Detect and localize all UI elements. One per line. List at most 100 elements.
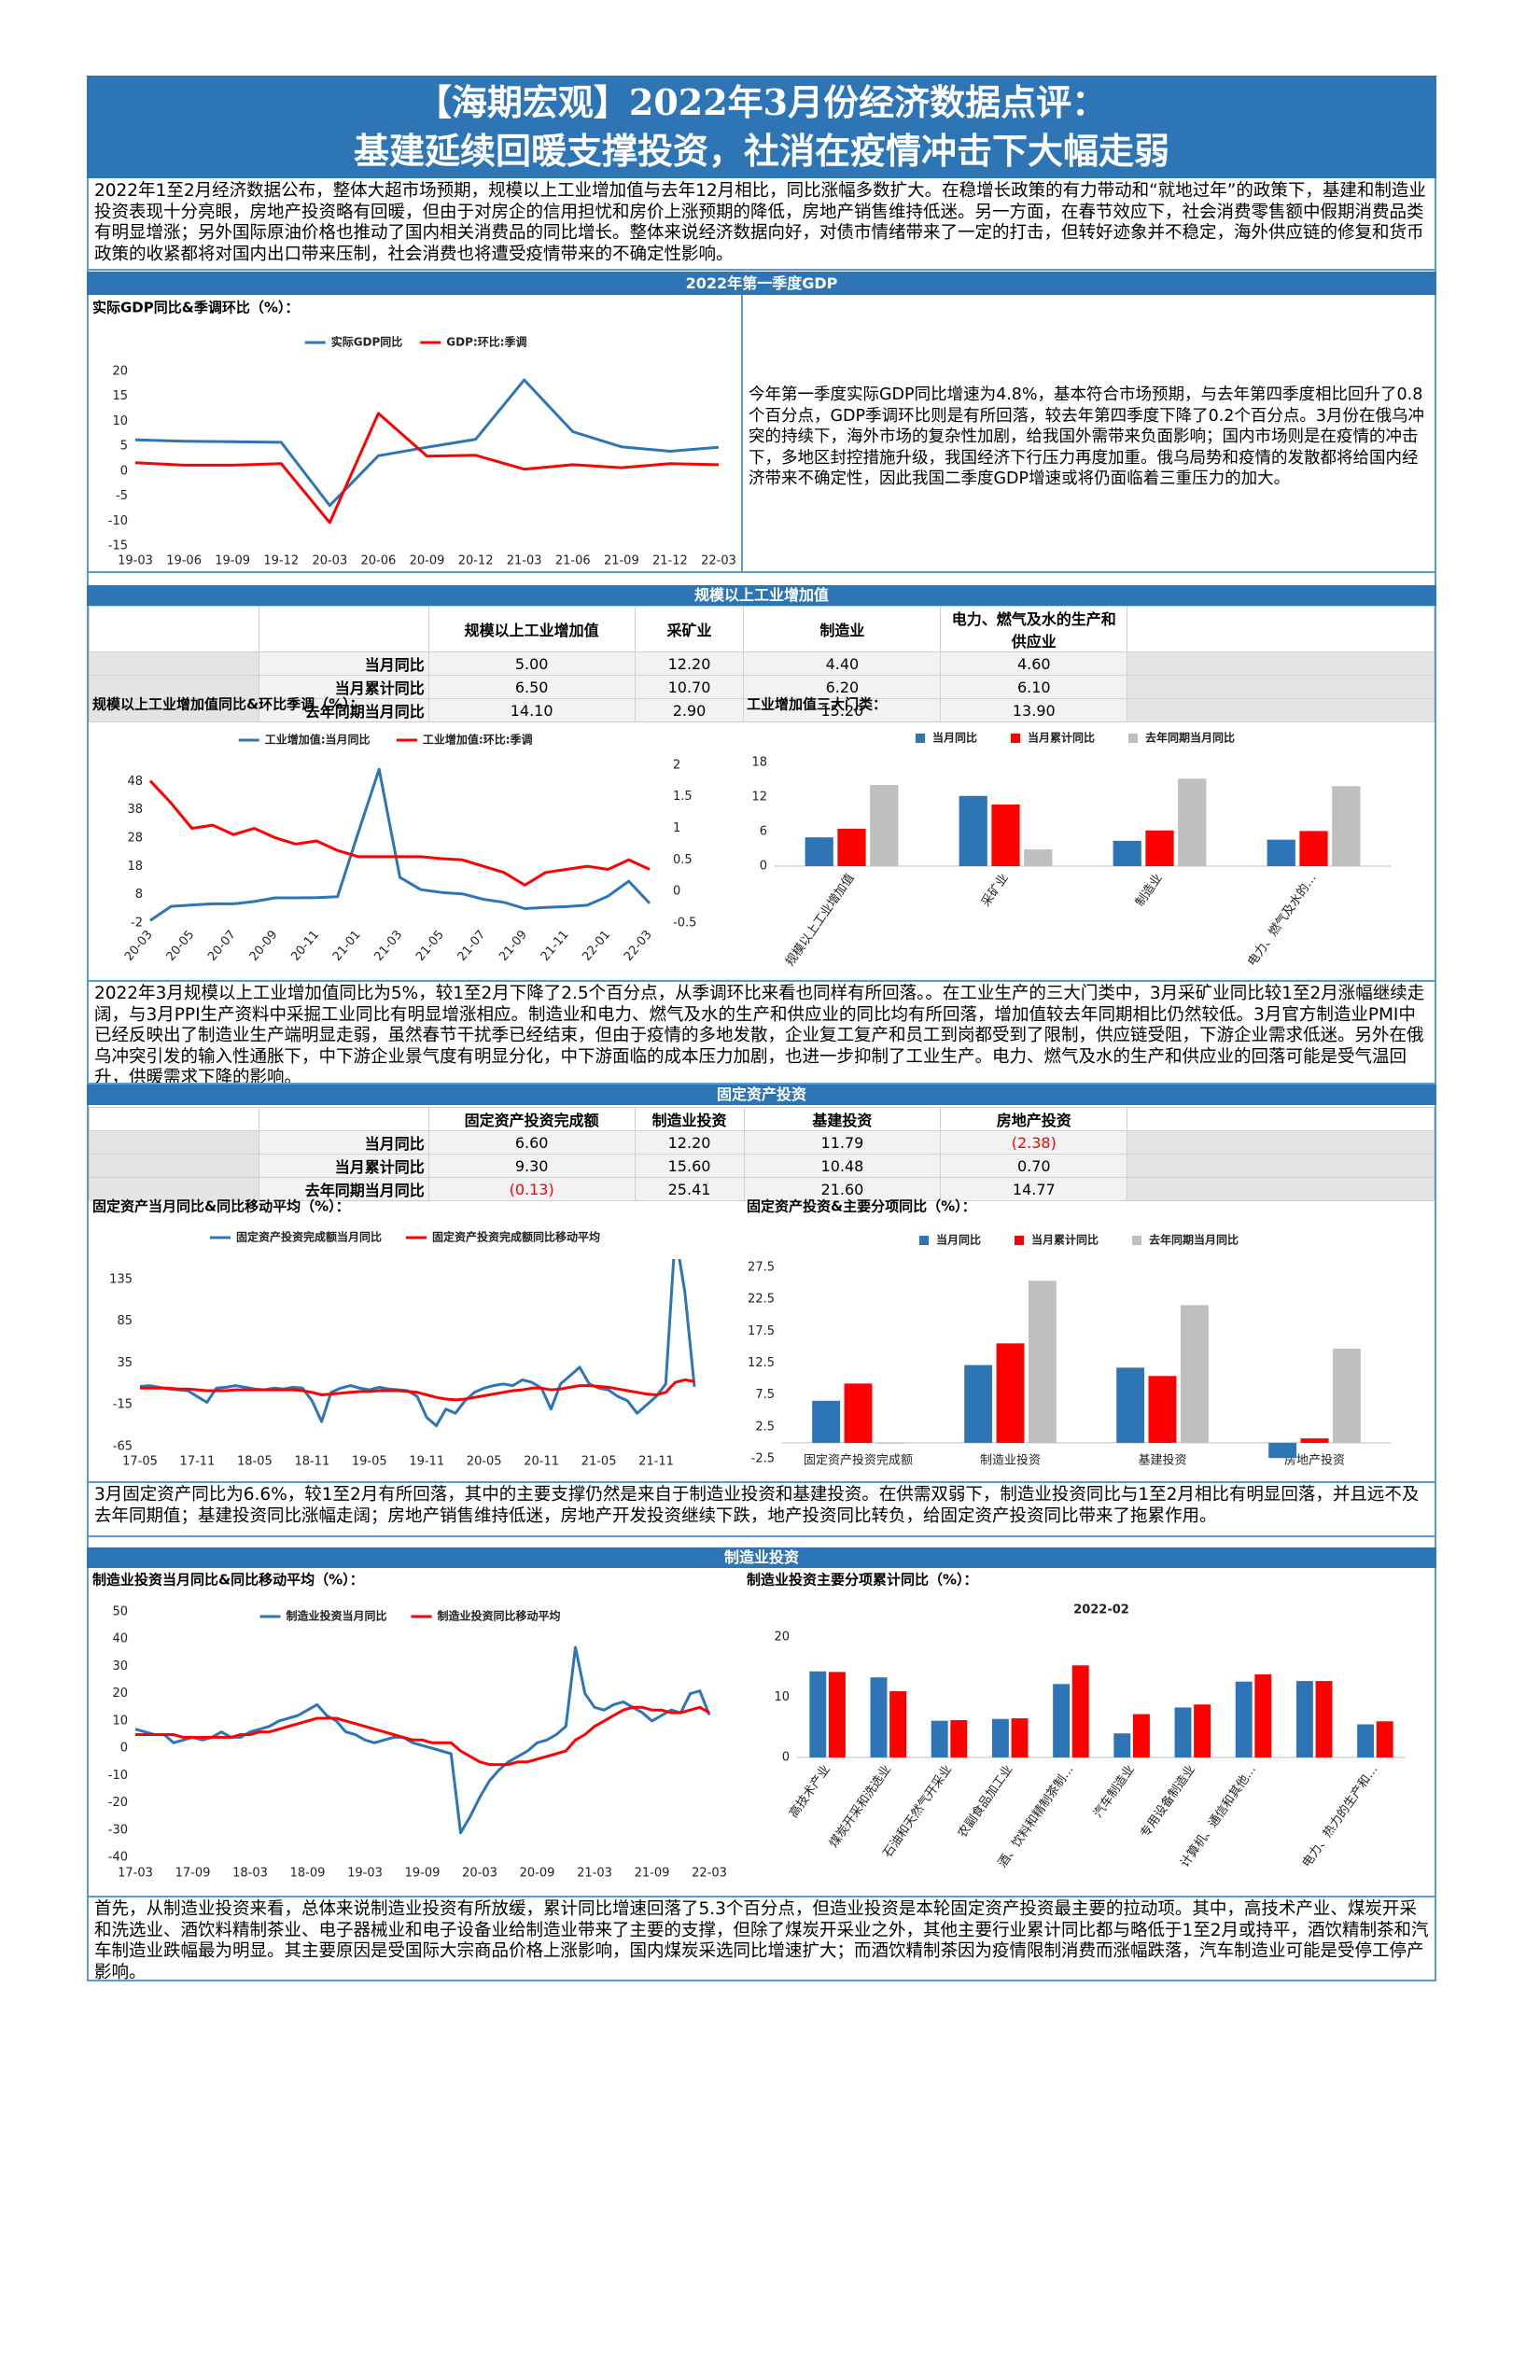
bar: [1254, 1673, 1272, 1757]
table-cell: 15.20: [743, 698, 942, 722]
x-tick-label: 20-06: [361, 554, 397, 568]
chart: 工业增加值三大门类： 0 6 12 18 规模以上工业增加值 采矿业 制造业 电力、燃气及水的……: [747, 696, 1391, 969]
bar: [931, 1720, 948, 1757]
legend-label: 当月同比: [936, 1233, 981, 1247]
bar: [1071, 1665, 1089, 1757]
bar: [1332, 786, 1361, 866]
column-header: 房地产投资: [940, 1107, 1128, 1131]
x-tick-label: 17-09: [175, 1867, 211, 1881]
y-tick-label: 10: [774, 1690, 790, 1704]
table-cell: 13.90: [940, 698, 1128, 722]
table-cell: 12.20: [634, 1130, 745, 1155]
y-tick-label: 17.5: [748, 1324, 775, 1338]
column-header: 采矿业: [634, 606, 745, 652]
y-tick-label: 20: [112, 365, 128, 379]
column-header: 基建投资: [743, 1107, 942, 1131]
y-tick-label: 8: [135, 888, 143, 902]
bar: [1357, 1724, 1375, 1757]
x-tick-label: 21-03: [507, 554, 542, 568]
y-tick-label: 2.5: [755, 1420, 775, 1434]
y-tick-label: 0: [120, 1742, 128, 1756]
lead-cell: [89, 1107, 259, 1131]
chart-subtitle: 2022-02: [1073, 1603, 1129, 1617]
legend-label: 制造业投资当月同比: [287, 1609, 387, 1623]
x-tick-label: 21-09: [497, 928, 530, 964]
x-tick-label: 专用设备制造业: [1138, 1762, 1198, 1841]
chart-title: 固定资产当月同比&同比移动平均（%）：: [92, 1198, 350, 1215]
title-line: 【海期宏观】2022年3月份经济数据点评：: [415, 81, 1108, 123]
x-tick-label: 19-03: [118, 554, 153, 568]
legend-label: 当月同比: [932, 731, 977, 745]
table-row: 当月同比 5.00 12.20 4.40 4.60: [89, 651, 1435, 676]
x-tick-label: 21-11: [638, 1455, 674, 1469]
column-header: 电力、燃气及水的生产和供应业: [940, 606, 1128, 652]
y-tick-label: -15: [113, 1398, 133, 1412]
bar: [1011, 1718, 1029, 1757]
bar: [950, 1720, 968, 1757]
x-tick-label: 电力、热力的生产和…: [1299, 1762, 1381, 1870]
bar: [1174, 1707, 1192, 1757]
header-row: 固定资产投资完成额 制造业投资 基建投资 房地产投资: [89, 1107, 1435, 1131]
x-tick-label: 21-11: [539, 928, 572, 964]
x-tick-label: 20-03: [122, 928, 156, 964]
x-tick-label: 18-03: [232, 1867, 268, 1881]
x-tick-label: 19-12: [263, 554, 299, 568]
table-box: 规模以上工业增加值 采矿业 制造业 电力、燃气及水的生产和供应业 当月同比 5.00 12.…: [89, 606, 1435, 722]
gdp-text: 今年第一季度实际GDP同比增速为4.8%，基本符合市场预期，与去年第四季度相比回…: [749, 385, 1425, 488]
chart-title: 制造业投资主要分项累计同比（%）：: [747, 1572, 978, 1589]
legend-swatch: [919, 1236, 929, 1245]
y-tick-label: 0: [120, 464, 128, 478]
table-cell: 9.30: [427, 1154, 636, 1178]
bar: [828, 1672, 846, 1757]
lead-cell: [89, 698, 259, 722]
chart-title: 制造业投资当月同比&同比移动平均（%）：: [92, 1572, 364, 1589]
trail-cell: [1127, 698, 1435, 722]
bar: [1113, 1733, 1131, 1757]
y-tick-label: 10: [112, 1714, 128, 1728]
x-tick-label: 17-11: [180, 1455, 216, 1469]
trail-cell: [1127, 606, 1435, 652]
legend-swatch: [916, 734, 925, 743]
x-tick-label: 21-03: [577, 1867, 612, 1881]
y-tick-label: 15: [112, 389, 128, 403]
y-tick-label: -2: [131, 917, 143, 931]
y-tick-label: -2.5: [751, 1452, 775, 1466]
x-tick-label: 21-12: [652, 554, 688, 568]
x-tick-label: 21-03: [371, 928, 405, 964]
legend-label: 实际GDP同比: [331, 335, 403, 349]
label-cell: [258, 1107, 429, 1131]
x-tick-label: 煤炭开采和洗选业: [827, 1763, 894, 1851]
table-cell: 6.10: [940, 675, 1128, 699]
x-tick-label: 22-03: [701, 554, 736, 568]
bar: [1376, 1721, 1393, 1757]
x-tick-label: 20-09: [247, 928, 281, 964]
x-tick-label: 21-07: [455, 928, 489, 964]
y-tick-label: 85: [117, 1314, 133, 1328]
lead-cell: [89, 675, 259, 699]
bar: [875, 1442, 904, 1444]
x-tick-label: 21-06: [555, 554, 591, 568]
row-label: 去年同期当月同比: [258, 1177, 429, 1201]
y-tick-label: 40: [112, 1632, 128, 1646]
x-tick-label: 21-09: [604, 554, 639, 568]
lead-cell: [89, 1177, 259, 1201]
bar: [964, 1365, 993, 1443]
table-box: 固定资产投资完成额 制造业投资 基建投资 房地产投资 当月同比 6.60 12.20 11.7…: [89, 1107, 1435, 1201]
bar: [870, 785, 899, 866]
bar: [809, 1671, 827, 1757]
y-tick-label: 38: [127, 803, 143, 817]
table-cell: 0.70: [940, 1154, 1128, 1178]
table-row: 去年同期当月同比 (0.13) 25.41 21.60 14.77: [89, 1177, 1435, 1201]
table-row: 当月累计同比 9.30 15.60 10.48 0.70: [89, 1154, 1435, 1178]
bar: [1235, 1681, 1253, 1757]
fai-text: 3月固定资产同比为6.6%，较1至2月有所回落，其中的主要支撑仍然是来自于制造业…: [89, 1481, 1435, 1537]
bar: [1267, 839, 1295, 866]
y-tick-label: 30: [112, 1659, 128, 1673]
y2-tick-label: 1: [673, 821, 680, 835]
bar: [1053, 1684, 1071, 1757]
x-tick-label: 电力、燃气及水的…: [1244, 871, 1319, 969]
y2-tick-label: 0.5: [673, 853, 693, 867]
x-tick-label: 19-06: [166, 554, 202, 568]
bar: [959, 795, 987, 866]
legend-label: 制造业投资同比移动平均: [438, 1609, 561, 1623]
